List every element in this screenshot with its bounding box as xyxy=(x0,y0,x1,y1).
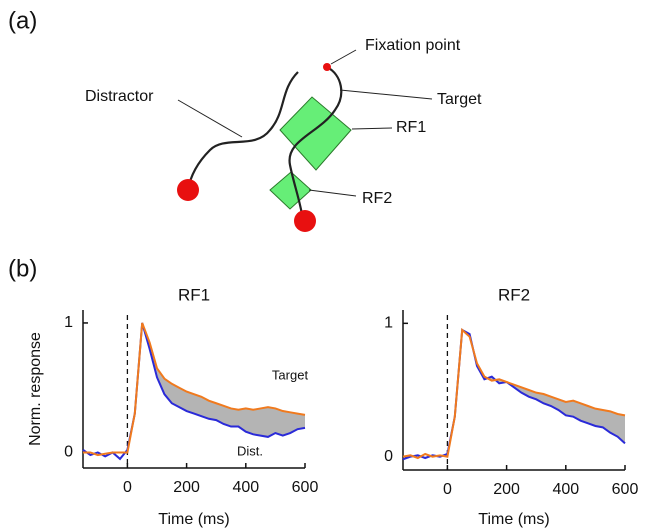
pointer xyxy=(308,189,357,197)
distractor-dot xyxy=(177,179,199,201)
label: RF1 xyxy=(396,119,426,136)
x-tick-label: 400 xyxy=(552,481,579,498)
pointer xyxy=(339,89,433,100)
diagram: Fixation point Target Distractor RF1 RF2 xyxy=(85,37,482,232)
x-tick-label: 0 xyxy=(123,479,132,496)
line xyxy=(402,328,626,461)
target-curve xyxy=(288,66,343,221)
chart-title: RF1 xyxy=(178,285,210,304)
label: Fixation point xyxy=(365,37,461,54)
x-tick-label: 600 xyxy=(612,481,639,498)
panel-label: (a) xyxy=(8,7,37,34)
series-label: Dist. xyxy=(237,443,263,458)
series-label: Target xyxy=(272,367,309,382)
distractor-curve xyxy=(186,71,299,191)
x-tick-label: 200 xyxy=(493,481,520,498)
y-tick-label: 1 xyxy=(384,315,393,332)
panel-label: (b) xyxy=(8,255,37,282)
target-dot xyxy=(294,210,316,232)
line xyxy=(402,327,626,460)
label: Distractor xyxy=(85,88,154,105)
line xyxy=(82,322,306,461)
rf2-square xyxy=(269,171,312,210)
rf1-square xyxy=(279,96,352,171)
pointer xyxy=(330,49,357,65)
x-tick-label: 400 xyxy=(232,479,259,496)
pointer xyxy=(177,99,243,138)
x-tick-label: 600 xyxy=(292,479,319,496)
y-tick-label: 0 xyxy=(64,444,73,461)
label: RF2 xyxy=(362,190,392,207)
fixation-dot xyxy=(323,63,331,71)
x-tick-label: 0 xyxy=(443,481,452,498)
y-axis-label: Norm. response xyxy=(27,332,44,446)
x-tick-label: 200 xyxy=(173,479,200,496)
difference-area xyxy=(462,330,625,444)
label: Target xyxy=(437,91,482,108)
y-tick-label: 0 xyxy=(384,448,393,465)
x-axis-label: Time (ms) xyxy=(158,511,229,528)
y-tick-label: 1 xyxy=(64,314,73,331)
pointer xyxy=(351,127,393,130)
chart-title: RF2 xyxy=(498,285,530,304)
x-axis-label: Time (ms) xyxy=(478,511,549,528)
line xyxy=(83,322,306,457)
